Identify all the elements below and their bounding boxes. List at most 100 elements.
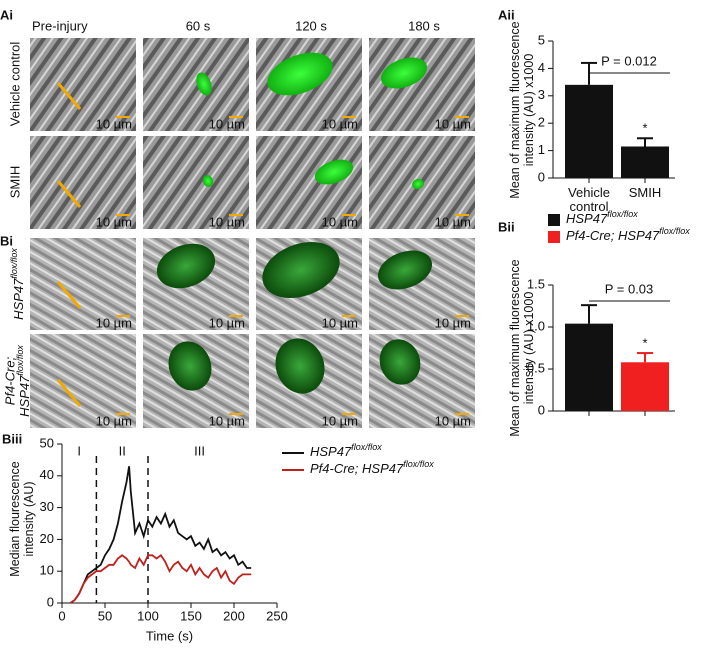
- scale-bar-label: 10 µm: [322, 214, 358, 229]
- thrombus: [379, 339, 421, 385]
- scale-bar-label: 10 µm: [209, 315, 245, 330]
- thrombus: [168, 341, 212, 391]
- thrombus: [412, 178, 424, 190]
- scale-bar-label: 10 µm: [209, 116, 245, 131]
- thrombus: [202, 175, 214, 187]
- label-superscript: flox/flox: [15, 345, 25, 376]
- phase-label: I: [77, 443, 81, 458]
- bar: [621, 146, 669, 178]
- row-label: HSP47flox/flox: [9, 248, 26, 320]
- x-tick-label: 250: [266, 608, 288, 623]
- micrograph: [30, 334, 136, 428]
- scale-bar-label: 10 µm: [322, 315, 358, 330]
- column-header: 180 s: [408, 18, 440, 33]
- scale-bar-label: 10 µm: [96, 315, 132, 330]
- label-superscript: flox/flox: [607, 209, 638, 219]
- label-text: HSP47: [11, 278, 26, 320]
- panel-label: Bi: [0, 233, 13, 248]
- y-tick-label: 4: [538, 60, 545, 75]
- panel-label: Biii: [2, 431, 22, 446]
- scale-bar-label: 10 µm: [435, 315, 471, 330]
- scale-bar-label: 10 µm: [209, 413, 245, 428]
- x-tick-label: 200: [223, 608, 245, 623]
- y-tick-label: 0.5: [527, 360, 545, 375]
- scale-bar-label: 10 µm: [435, 214, 471, 229]
- y-tick-label: 50: [40, 435, 54, 450]
- annotation: P = 0.012: [601, 53, 657, 68]
- label-text: Pf4-Cre; HSP47: [566, 228, 660, 243]
- y-tick-label: 0: [538, 402, 545, 417]
- bar: [565, 84, 613, 178]
- label-text: HSP47: [566, 211, 608, 226]
- label-superscript: flox/flox: [351, 442, 382, 452]
- line: [70, 466, 252, 604]
- y-tick-label: 0: [47, 594, 54, 609]
- micrograph: [143, 136, 249, 229]
- label-superscript: flox/flox: [659, 226, 690, 236]
- legend-label: Pf4-Cre; HSP47flox/flox: [310, 459, 434, 476]
- scale-bar-label: 10 µm: [209, 214, 245, 229]
- legend-label: HSP47flox/flox: [566, 209, 638, 226]
- significance: *: [642, 335, 647, 350]
- row-label: HSP47flox/flox: [15, 345, 32, 417]
- thrombus: [314, 159, 354, 185]
- line: [70, 554, 252, 604]
- x-tick-label: 150: [180, 608, 202, 623]
- panel-label: Aii: [498, 7, 515, 22]
- annotation: P = 0.03: [605, 281, 654, 296]
- column-header: 120 s: [295, 18, 327, 33]
- scale-bar-label: 10 µm: [435, 116, 471, 131]
- row-label: Vehicle control: [7, 42, 22, 127]
- column-header: 60 s: [186, 18, 211, 33]
- panel-label: Ai: [0, 7, 13, 22]
- label-superscript: flox/flox: [403, 459, 434, 469]
- y-axis-label: Median flourescence intensity (AU): [8, 460, 36, 577]
- scale-bar-label: 10 µm: [96, 214, 132, 229]
- scale-bar-label: 10 µm: [435, 413, 471, 428]
- legend-label: HSP47flox/flox: [310, 442, 382, 459]
- row-label: SMIH: [7, 166, 22, 199]
- legend-swatch: [548, 214, 560, 226]
- x-tick-label: 100: [137, 608, 159, 623]
- bar: [565, 323, 613, 411]
- y-tick-label: 1.0: [527, 318, 545, 333]
- micrograph: [30, 136, 136, 229]
- significance: *: [642, 121, 647, 136]
- arrow: [56, 82, 82, 110]
- column-header: Pre-injury: [32, 18, 88, 33]
- y-tick-label: 40: [40, 467, 54, 482]
- panel-label: Bii: [498, 219, 515, 234]
- x-tick-label: 50: [98, 608, 112, 623]
- scale-bar-label: 10 µm: [96, 413, 132, 428]
- thrombus: [196, 72, 212, 96]
- thrombus: [156, 243, 216, 289]
- arrow: [56, 180, 82, 208]
- x-tick-label: Vehicle control: [568, 185, 610, 214]
- arrow: [56, 281, 82, 309]
- y-tick-label: 5: [538, 32, 545, 47]
- scale-bar-label: 10 µm: [96, 116, 132, 131]
- micrograph: [256, 136, 362, 229]
- y-tick-label: 20: [40, 531, 54, 546]
- y-tick-label: 10: [40, 563, 54, 578]
- label-superscript: flox/flox: [9, 248, 19, 279]
- legend-label: Pf4-Cre; HSP47flox/flox: [566, 226, 690, 243]
- x-tick-label: 0: [58, 608, 65, 623]
- micrograph: [30, 38, 136, 131]
- thrombus: [262, 241, 340, 299]
- label-text: HSP47: [310, 444, 352, 459]
- y-tick-label: 2: [538, 115, 545, 130]
- thrombus: [377, 250, 433, 290]
- thrombus: [275, 338, 325, 394]
- micrograph: [30, 238, 136, 330]
- y-tick-label: 0: [538, 169, 545, 184]
- phase-label: III: [194, 443, 205, 458]
- label-text: Pf4-Cre; HSP47: [310, 461, 404, 476]
- y-tick-label: 1: [538, 142, 545, 157]
- bar: [621, 362, 669, 411]
- y-axis-label: Mean of maximum fluorescence intensity (…: [508, 259, 536, 437]
- y-tick-label: 3: [538, 87, 545, 102]
- micrograph: [143, 38, 249, 131]
